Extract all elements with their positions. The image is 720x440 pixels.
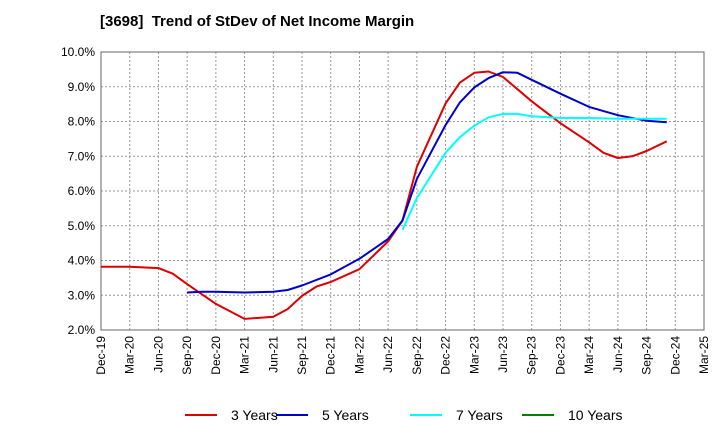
x-tick-label: Mar-20 [123,336,137,374]
x-axis-tick-labels: Dec-19 Mar-20 Jun-20 Sep-20 Dec-20 Mar-21 Jun-… [94,336,711,375]
y-tick-label: 8.0% [68,115,96,129]
y-tick-label: 5.0% [68,219,96,233]
x-tick-label: Dec-19 [94,336,108,375]
y-tick-label: 2.0% [68,323,96,337]
legend-label: 7 Years [456,407,503,423]
x-tick-label: Mar-23 [467,336,481,374]
series-line-3-years [101,70,668,320]
y-tick-label: 6.0% [68,184,96,198]
legend-item: 3 Years [185,404,278,426]
legend-item: 10 Years [522,404,623,426]
x-tick-label: Dec-21 [324,336,338,375]
legend-swatch [185,414,217,416]
x-tick-label: Jun-23 [496,336,510,373]
x-tick-label: Jun-22 [381,336,395,373]
y-tick-label: 7.0% [68,149,96,163]
series-line-5-years [187,71,667,294]
legend-label: 3 Years [231,407,278,423]
legend-swatch [522,414,554,416]
chart-title: [3698] Trend of StDev of Net Income Marg… [100,13,415,30]
y-tick-label: 4.0% [68,254,96,268]
legend-swatch [276,414,308,416]
series-lines [101,70,668,320]
x-tick-label: Jun-24 [611,336,625,373]
x-tick-label: Mar-24 [582,336,596,374]
legend: 3 Years 5 Years 7 Years 10 Years [0,404,720,426]
x-tick-label: Sep-23 [525,336,539,375]
x-tick-label: Sep-24 [640,336,654,375]
y-axis-tick-labels: 2.0% 3.0% 4.0% 5.0% 6.0% 7.0% 8.0% 9.0% 10.0% [61,45,95,337]
legend-label: 10 Years [568,407,623,423]
x-tick-label: Sep-21 [295,336,309,375]
legend-swatch [410,414,442,416]
x-tick-label: Mar-25 [697,336,711,374]
x-tick-label: Sep-20 [180,336,194,375]
y-tick-label: 9.0% [68,80,96,94]
x-tick-label: Mar-21 [238,336,252,374]
y-tick-label: 3.0% [68,288,96,302]
x-tick-label: Jun-20 [151,336,165,373]
y-tick-label: 10.0% [61,45,95,59]
x-tick-label: Dec-20 [209,336,223,375]
x-tick-label: Sep-22 [410,336,424,375]
legend-item: 7 Years [410,404,503,426]
legend-label: 5 Years [322,407,369,423]
series-line-7-years [401,112,667,231]
x-tick-label: Dec-22 [439,336,453,375]
x-tick-label: Mar-22 [352,336,366,374]
grid-lines [101,52,704,330]
x-tick-label: Dec-24 [668,336,682,375]
x-tick-label: Dec-23 [553,336,567,375]
legend-item: 5 Years [276,404,369,426]
plot-area [100,51,705,331]
x-tick-label: Jun-21 [266,336,280,373]
